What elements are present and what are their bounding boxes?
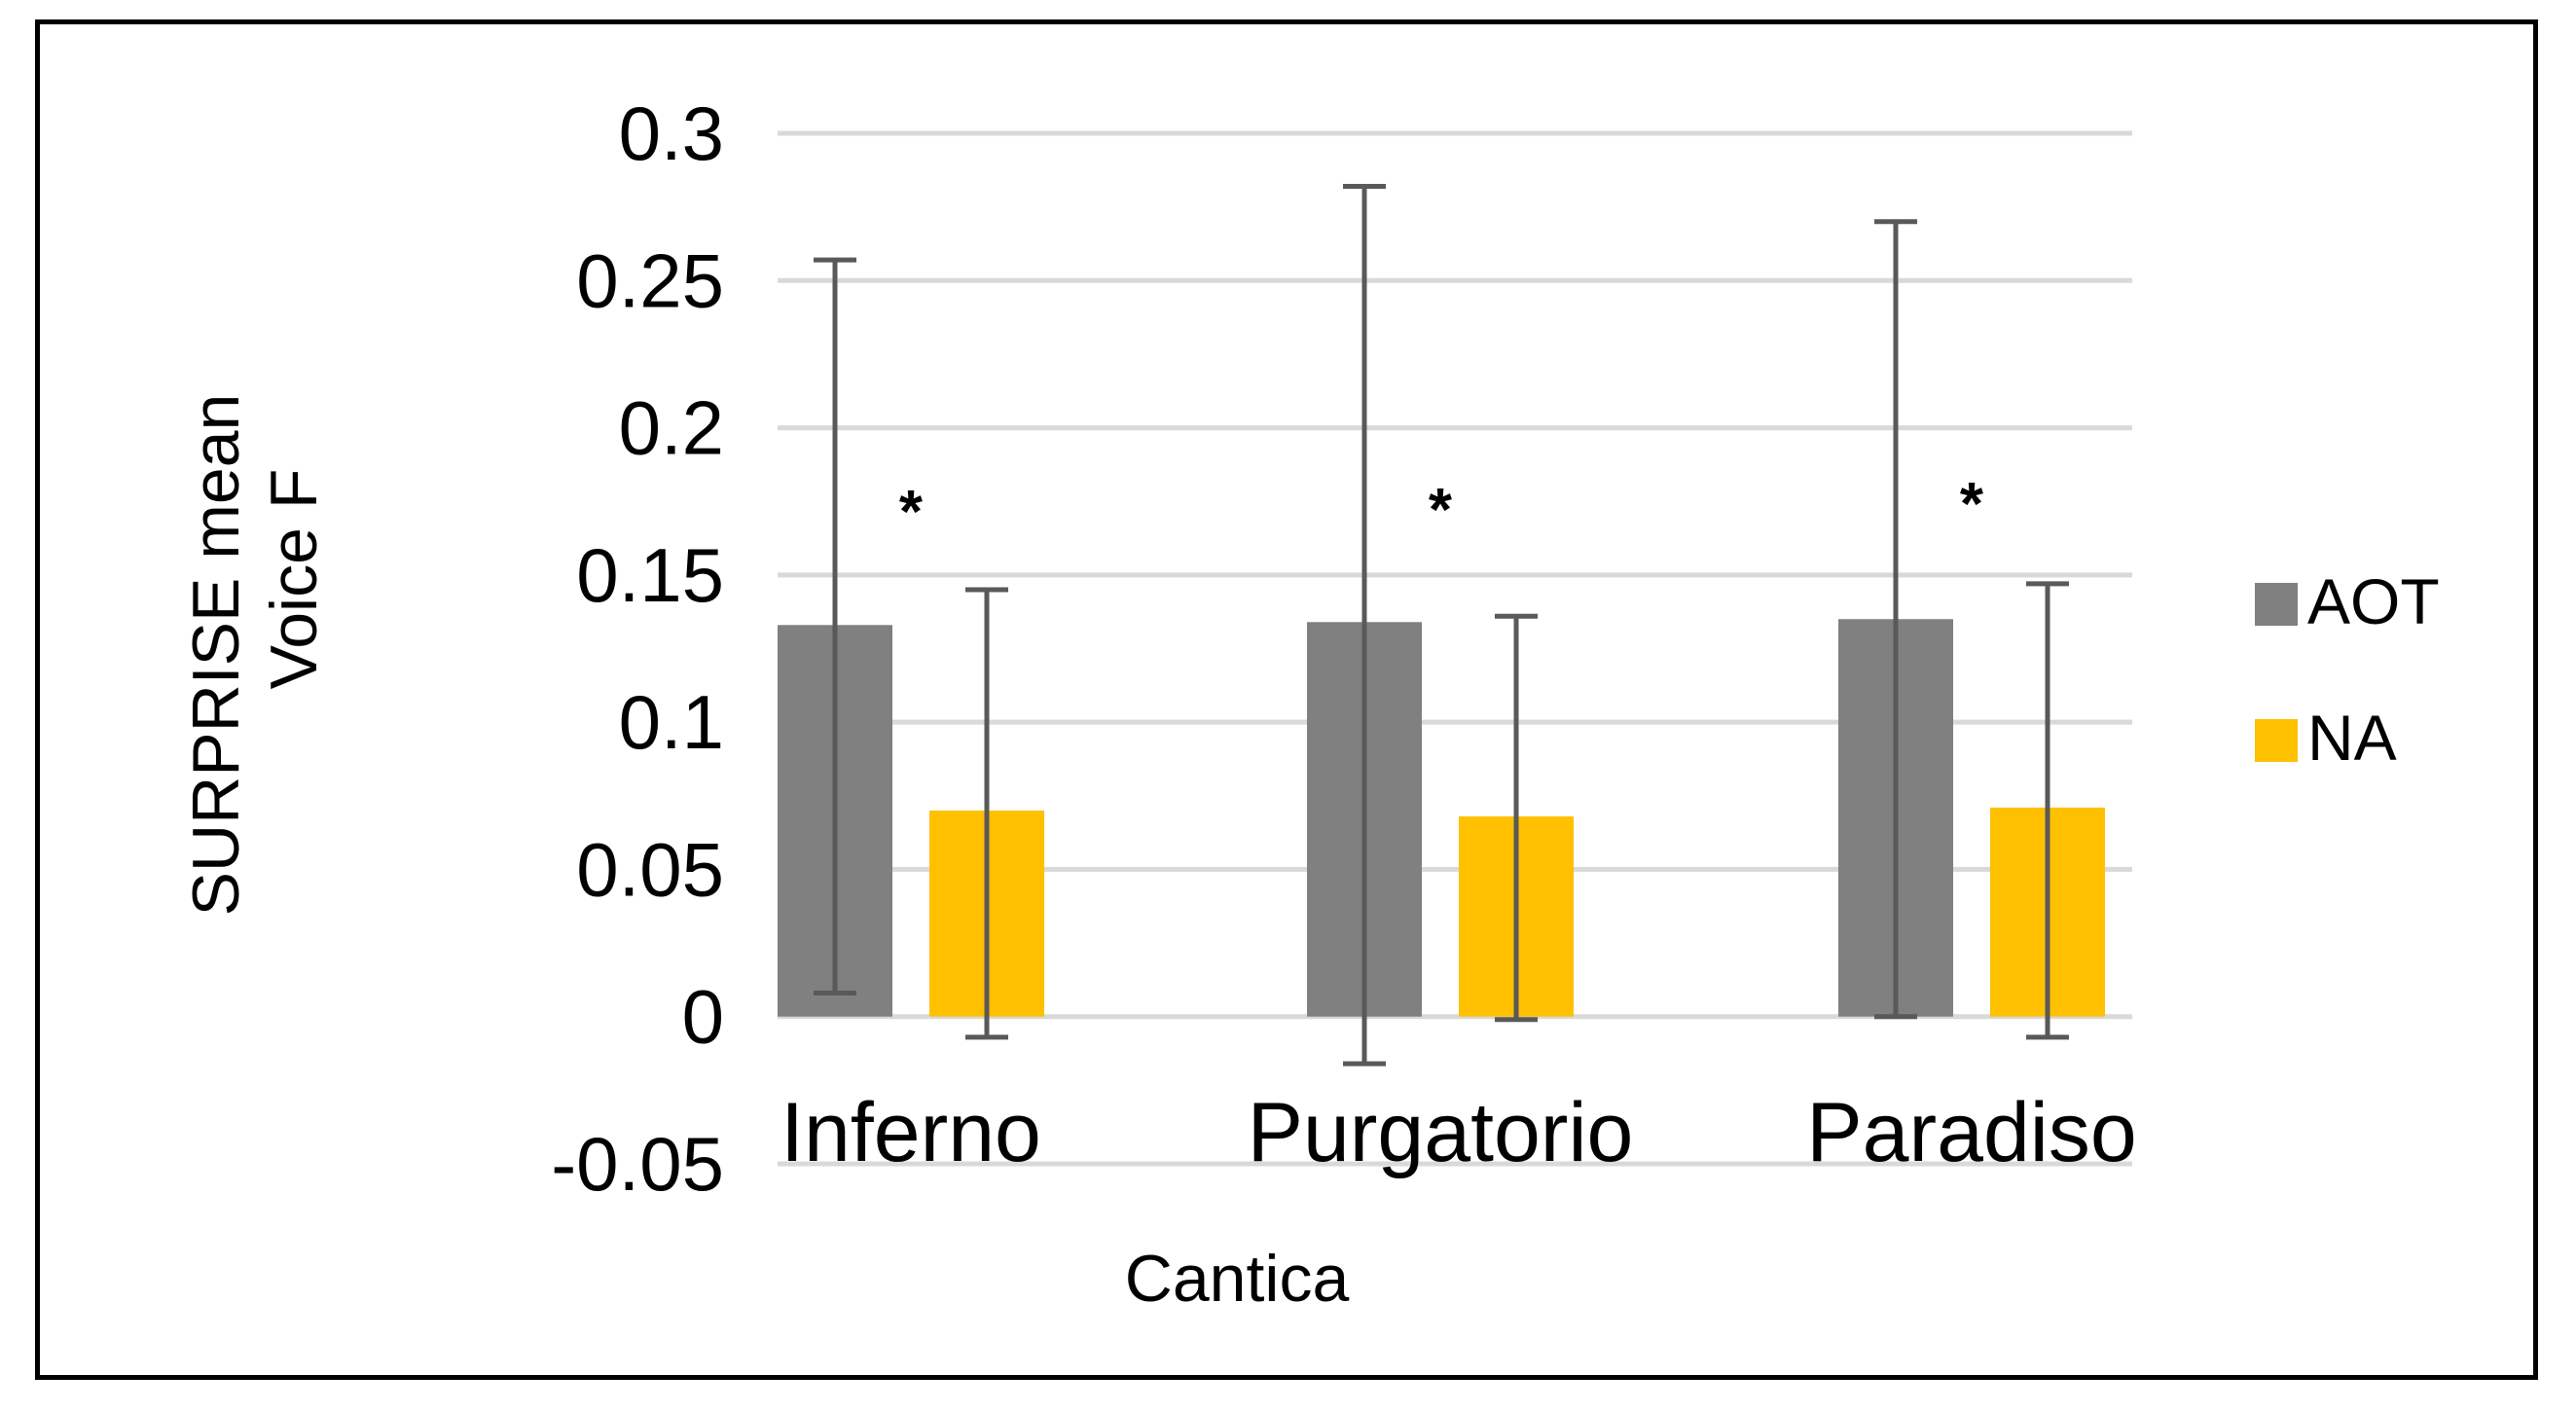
error-bar-na-inferno	[965, 587, 1008, 1040]
y-tick-label: 0	[682, 974, 724, 1060]
y-tick-label: 0.05	[576, 826, 724, 912]
significance-markers: * * *	[899, 471, 1984, 546]
bars	[778, 619, 2105, 1017]
legend-label: AOT	[2307, 565, 2440, 637]
error-bar-na-purgatorio	[1495, 613, 1538, 1023]
legend-swatch	[2255, 719, 2298, 762]
y-tick-label: 0.25	[576, 237, 724, 323]
x-category-label: Purgatorio	[1248, 1086, 1634, 1179]
y-tick-label: -0.05	[551, 1121, 724, 1207]
x-axis-title: Cantica	[1125, 1242, 1350, 1316]
error-bars	[814, 183, 2069, 1067]
error-bar-na-paradiso	[2026, 581, 2069, 1040]
legend: AOT NA	[2255, 565, 2440, 774]
legend-swatch	[2255, 583, 2298, 626]
error-bar-aot-paradiso	[1874, 219, 1917, 1020]
legend-label: NA	[2307, 702, 2397, 774]
x-category-label: Paradiso	[1806, 1086, 2136, 1179]
significance-star: *	[899, 479, 924, 546]
x-category-label: Inferno	[780, 1086, 1041, 1179]
error-bar-aot-purgatorio	[1343, 183, 1386, 1067]
chart-frame: -0.05 0 0.05 0.1 0.15 0.2 0.25 0.3 * * * Inferno P…	[35, 19, 2538, 1380]
bar-chart: -0.05 0 0.05 0.1 0.15 0.2 0.25 0.3 * * * Inferno P…	[179, 90, 2440, 1316]
error-bar-aot-inferno	[814, 257, 856, 996]
y-axis-ticks: -0.05 0 0.05 0.1 0.15 0.2 0.25 0.3	[551, 90, 724, 1207]
x-axis-categories: Inferno Purgatorio Paradiso	[780, 1086, 2137, 1179]
y-tick-label: 0.15	[576, 532, 724, 618]
significance-star: *	[1429, 477, 1453, 544]
significance-star: *	[1960, 471, 1984, 538]
y-tick-label: 0.1	[619, 679, 724, 765]
y-axis-title-line-1: SURPRISE mean	[179, 394, 253, 917]
legend-item-aot: AOT	[2255, 565, 2440, 637]
y-tick-label: 0.2	[619, 385, 724, 471]
y-tick-label: 0.3	[619, 90, 724, 176]
legend-item-na: NA	[2255, 702, 2397, 774]
y-axis-title-line-2: Voice F	[257, 469, 331, 690]
